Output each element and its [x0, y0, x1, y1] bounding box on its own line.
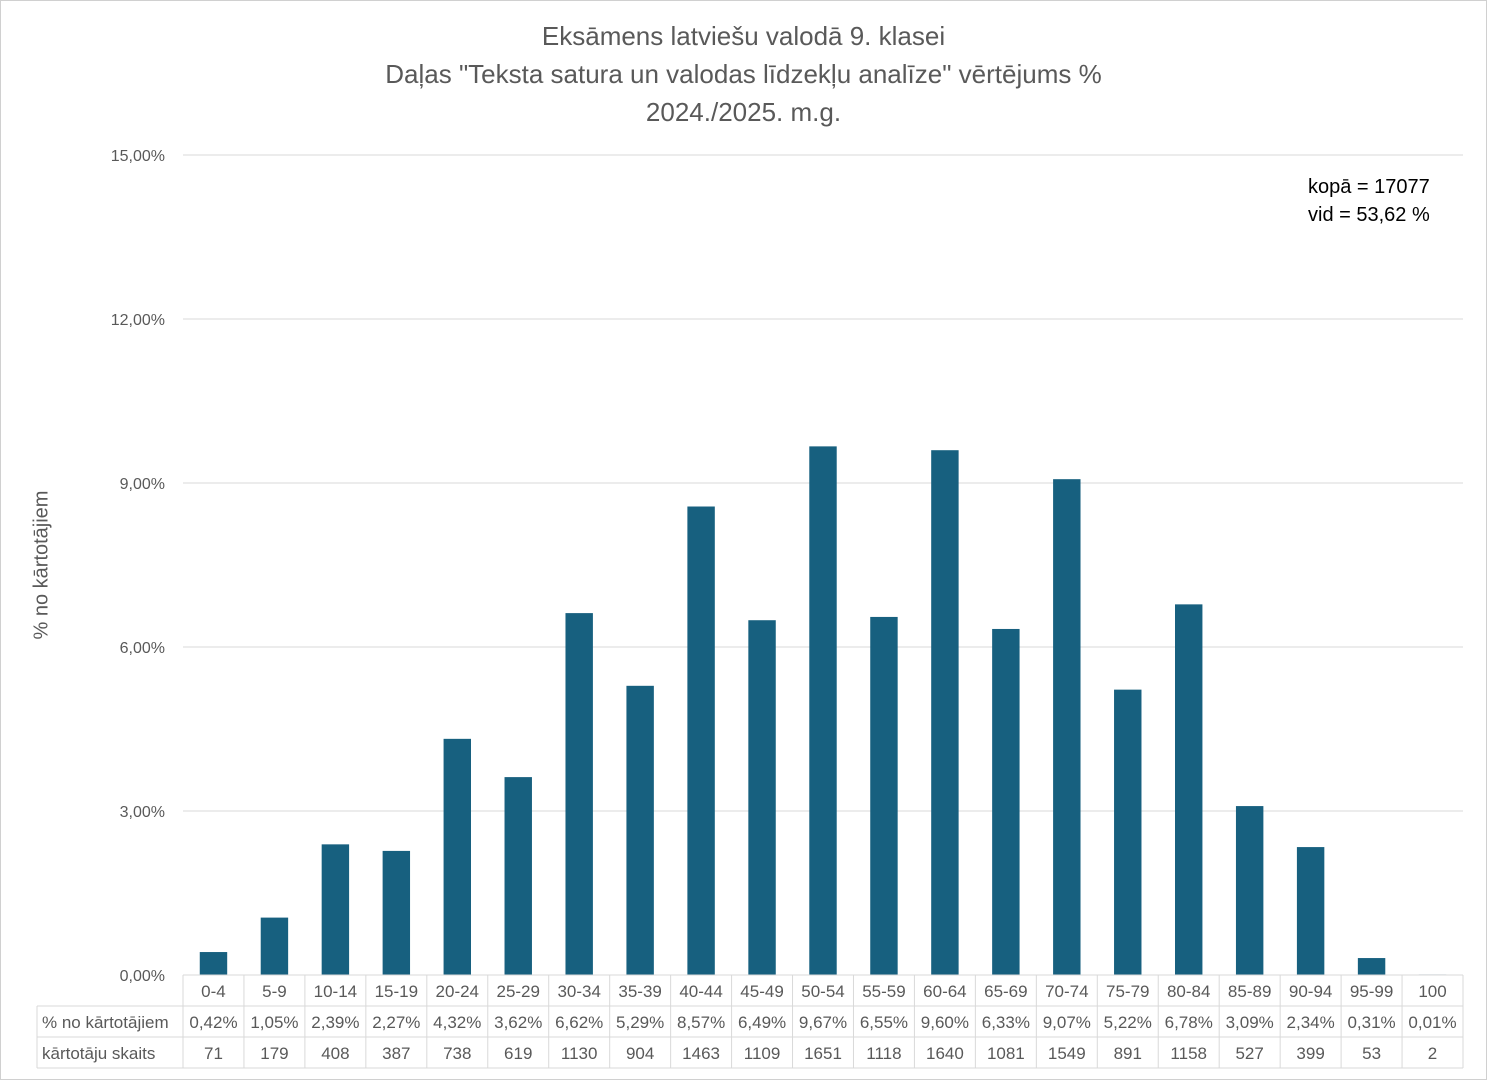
x-tick-label: 70-74: [1045, 982, 1088, 1001]
y-tick-label: 9,00%: [120, 476, 165, 493]
x-tick-label: 45-49: [740, 982, 783, 1001]
y-tick-label: 0,00%: [120, 968, 165, 985]
bar: [1053, 479, 1081, 975]
bar: [1114, 689, 1142, 975]
bar: [321, 844, 350, 975]
table-percent-cell: 6,78%: [1165, 1013, 1213, 1032]
bar: [626, 685, 654, 975]
y-tick-label: 12,00%: [111, 312, 165, 329]
bar: [443, 738, 471, 975]
table-count-cell: 1651: [804, 1044, 842, 1063]
table-percent-cell: 0,01%: [1408, 1013, 1456, 1032]
bar: [565, 613, 593, 975]
table-percent-cell: 6,49%: [738, 1013, 786, 1032]
y-tick-label: 3,00%: [120, 804, 165, 821]
table-percent-cell: 6,55%: [860, 1013, 908, 1032]
x-tick-label: 90-94: [1289, 982, 1332, 1001]
chart-title-line-1: Eksāmens latviešu valodā 9. klasei: [541, 21, 946, 51]
x-tick-label: 10-14: [314, 982, 357, 1001]
chart-title-line-3: 2024./2025. m.g.: [645, 97, 842, 127]
table-percent-cell: 3,62%: [494, 1013, 542, 1032]
bar: [199, 952, 228, 975]
table-count-cell: 1118: [866, 1044, 901, 1063]
bar: [1235, 806, 1264, 975]
x-tick-label: 20-24: [436, 982, 479, 1001]
table-count-cell: 408: [321, 1044, 349, 1063]
x-tick-label: 40-44: [679, 982, 722, 1001]
table-count-cell: 527: [1235, 1044, 1263, 1063]
x-tick-label: 100: [1418, 982, 1446, 1001]
bar: [992, 628, 1020, 975]
bar: [687, 506, 715, 975]
table-count-cell: 1549: [1048, 1044, 1086, 1063]
y-tick-label: 6,00%: [120, 640, 165, 657]
table-percent-cell: 0,31%: [1347, 1013, 1395, 1032]
table-percent-cell: 3,09%: [1226, 1013, 1274, 1032]
table-count-cell: 387: [382, 1044, 410, 1063]
stats-annotation: kopā = 17077 vid = 53,62 %: [1308, 173, 1430, 229]
x-tick-label: 95-99: [1350, 982, 1393, 1001]
table-row-label: kārtotāju skaits: [42, 1044, 155, 1063]
table-count-cell: 2: [1428, 1044, 1437, 1063]
x-tick-label: 50-54: [801, 982, 844, 1001]
table-count-cell: 891: [1114, 1044, 1142, 1063]
table-percent-cell: 9,67%: [799, 1013, 847, 1032]
bar: [1296, 847, 1325, 975]
table-percent-cell: 6,62%: [555, 1013, 603, 1032]
x-tick-label: 15-19: [375, 982, 418, 1001]
table-percent-cell: 9,60%: [921, 1013, 969, 1032]
table-count-cell: 53: [1362, 1044, 1381, 1063]
table-percent-cell: 2,39%: [311, 1013, 359, 1032]
bar: [931, 450, 959, 975]
table-percent-cell: 2,27%: [372, 1013, 420, 1032]
bar: [504, 777, 532, 975]
stats-total: kopā = 17077: [1308, 176, 1430, 198]
bar: [870, 616, 898, 975]
x-tick-label: 0-4: [201, 982, 226, 1001]
x-tick-label: 55-59: [862, 982, 905, 1001]
table-row-label: % no kārtotājiem: [42, 1013, 169, 1032]
x-tick-label: 65-69: [984, 982, 1027, 1001]
x-tick-label: 30-34: [557, 982, 600, 1001]
chart-title-line-2: Daļas "Teksta satura un valodas līdzekļu…: [385, 59, 1102, 89]
x-tick-label: 5-9: [262, 982, 287, 1001]
table-percent-cell: 1,05%: [250, 1013, 298, 1032]
stats-average: vid = 53,62 %: [1308, 204, 1430, 226]
table-count-cell: 1130: [561, 1044, 598, 1063]
table-count-cell: 904: [626, 1044, 654, 1063]
bar: [260, 917, 289, 975]
table-percent-cell: 9,07%: [1043, 1013, 1091, 1032]
table-count-cell: 1109: [744, 1044, 781, 1063]
table-percent-cell: 5,29%: [616, 1013, 664, 1032]
table-count-cell: 179: [260, 1044, 288, 1063]
table-count-cell: 1081: [987, 1044, 1025, 1063]
table-percent-cell: 0,42%: [189, 1013, 237, 1032]
x-tick-label: 75-79: [1106, 982, 1149, 1001]
table-count-cell: 1640: [926, 1044, 964, 1063]
table-count-cell: 71: [204, 1044, 223, 1063]
bar: [748, 620, 776, 975]
bar: [809, 446, 837, 976]
x-tick-label: 85-89: [1228, 982, 1271, 1001]
table-count-cell: 1463: [682, 1044, 720, 1063]
bar: [1175, 604, 1203, 975]
table-count-cell: 399: [1296, 1044, 1324, 1063]
x-tick-label: 35-39: [618, 982, 661, 1001]
bar: [382, 850, 411, 975]
table-percent-cell: 5,22%: [1104, 1013, 1152, 1032]
table-percent-cell: 6,33%: [982, 1013, 1030, 1032]
table-percent-cell: 4,32%: [433, 1013, 481, 1032]
table-percent-cell: 8,57%: [677, 1013, 725, 1032]
table-count-cell: 1158: [1170, 1044, 1207, 1063]
bar: [1357, 958, 1386, 975]
table-count-cell: 738: [443, 1044, 471, 1063]
table-percent-cell: 2,34%: [1287, 1013, 1335, 1032]
x-tick-label: 80-84: [1167, 982, 1210, 1001]
table-count-cell: 619: [504, 1044, 532, 1063]
x-tick-label: 60-64: [923, 982, 966, 1001]
x-tick-label: 25-29: [496, 982, 539, 1001]
y-tick-label: 15,00%: [111, 148, 165, 165]
